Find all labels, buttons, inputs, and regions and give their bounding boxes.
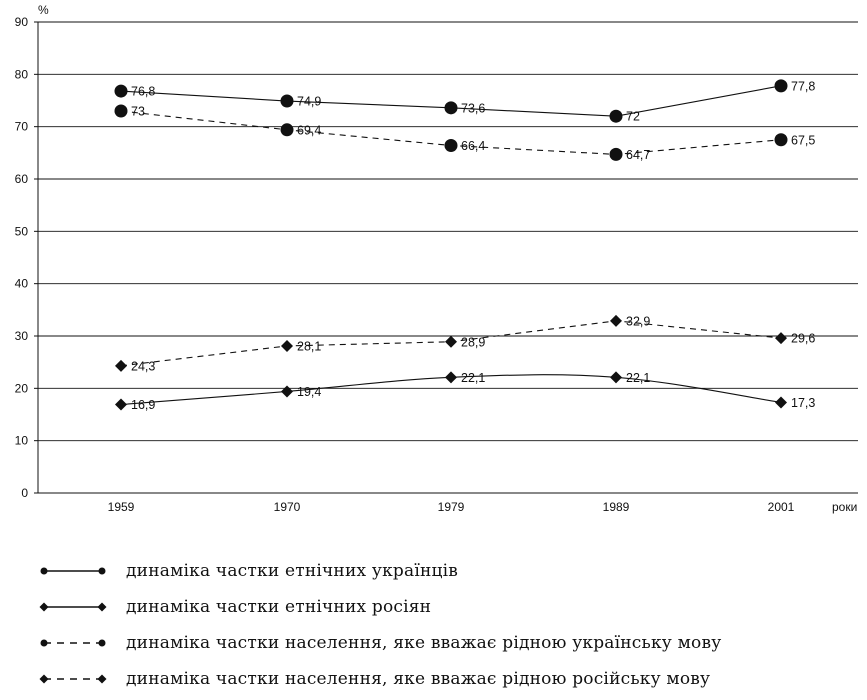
y-tick-label: 30 <box>15 329 29 343</box>
y-tick-label: 90 <box>15 15 29 29</box>
line-chart: 0 10 20 30 40 50 60 70 80 90 1959 1970 1979 1989 2001… <box>15 3 858 514</box>
legend-swatch-solid-diamond <box>39 602 107 612</box>
x-tick-label: 1979 <box>438 500 465 514</box>
legend-label: динаміка частки населення, яке вважає рі… <box>126 633 722 653</box>
series-3: 73 69,4 66,4 64,7 67,5 <box>114 104 815 162</box>
legend-swatch-solid-circle <box>40 567 106 575</box>
x-tick-label: 1989 <box>603 500 630 514</box>
x-axis-label: роки <box>832 500 857 514</box>
data-point <box>774 79 788 93</box>
y-axis-label: % <box>38 3 49 17</box>
x-tick-labels: 1959 1970 1979 1989 2001 <box>108 500 795 514</box>
data-label: 32,9 <box>626 314 650 328</box>
data-label: 24,3 <box>131 359 155 373</box>
series-2: 16,9 19,4 22,1 22,1 17,3 <box>115 371 815 412</box>
data-point <box>445 371 457 384</box>
data-label: 16,9 <box>131 398 155 412</box>
series-1: 76,8 74,9 73,6 72 77,8 <box>114 79 815 124</box>
data-label: 29,6 <box>791 332 815 346</box>
legend-item: динаміка частки населення, яке вважає рі… <box>38 625 858 661</box>
data-label: 76,8 <box>131 85 155 99</box>
legend-label: динаміка частки населення, яке вважає рі… <box>126 669 711 689</box>
legend-item: динаміка частки етнічних українців <box>38 553 858 589</box>
data-point <box>609 147 623 161</box>
data-point <box>774 133 788 147</box>
data-point <box>280 123 294 137</box>
legend-swatch-dashed-circle <box>40 639 106 647</box>
data-label: 69,4 <box>297 123 321 137</box>
y-tick-label: 10 <box>15 434 29 448</box>
x-tick-label: 1959 <box>108 500 135 514</box>
data-label: 73,6 <box>461 101 485 115</box>
data-point <box>280 94 294 108</box>
data-point <box>444 101 458 115</box>
y-tick-label: 80 <box>15 67 29 81</box>
data-label: 64,7 <box>626 148 650 162</box>
series-4: 24,3 28,1 28,9 32,9 29,6 <box>115 314 815 373</box>
data-label: 19,4 <box>297 385 321 399</box>
data-point <box>610 314 622 327</box>
axes <box>34 21 858 494</box>
y-tick-label: 0 <box>21 486 28 500</box>
legend: динаміка частки етнічних українців динам… <box>38 553 858 697</box>
data-label: 77,8 <box>791 79 815 93</box>
data-point <box>609 109 623 123</box>
data-point <box>281 385 293 398</box>
y-tick-label: 40 <box>15 277 29 291</box>
data-label: 73 <box>131 104 145 118</box>
legend-label: динаміка частки етнічних українців <box>126 561 459 581</box>
data-label: 22,1 <box>461 371 485 385</box>
data-point <box>281 339 293 352</box>
legend-item: динаміка частки етнічних росіян <box>38 589 858 625</box>
data-label: 28,1 <box>297 339 321 353</box>
y-tick-label: 50 <box>15 224 29 238</box>
data-label: 28,9 <box>461 335 485 349</box>
data-point <box>115 398 127 411</box>
data-point <box>115 359 127 372</box>
data-point <box>114 104 128 118</box>
gridlines <box>38 21 858 442</box>
series-layer: 76,8 74,9 73,6 72 77,8 16,9 19,4 22,1 22,1 17,3 73… <box>114 79 815 412</box>
x-tick-label: 1970 <box>274 500 301 514</box>
data-point <box>610 371 622 384</box>
y-tick-label: 70 <box>15 120 29 134</box>
data-label: 67,5 <box>791 133 815 147</box>
data-point <box>775 396 787 409</box>
legend-item: динаміка частки населення, яке вважає рі… <box>38 661 858 697</box>
y-tick-label: 60 <box>15 172 29 186</box>
y-tick-label: 20 <box>15 381 29 395</box>
data-point <box>114 84 128 98</box>
data-label: 66,4 <box>461 139 485 153</box>
data-label: 72 <box>626 110 640 124</box>
x-tick-label: 2001 <box>768 500 795 514</box>
data-point <box>445 335 457 348</box>
data-label: 22,1 <box>626 371 650 385</box>
y-tick-labels: 0 10 20 30 40 50 60 70 80 90 <box>15 15 29 500</box>
data-label: 74,9 <box>297 95 321 109</box>
data-label: 17,3 <box>791 396 815 410</box>
data-point <box>444 139 458 153</box>
legend-swatch-dashed-diamond <box>39 674 107 684</box>
data-point <box>775 332 787 345</box>
legend-label: динаміка частки етнічних росіян <box>126 597 432 617</box>
